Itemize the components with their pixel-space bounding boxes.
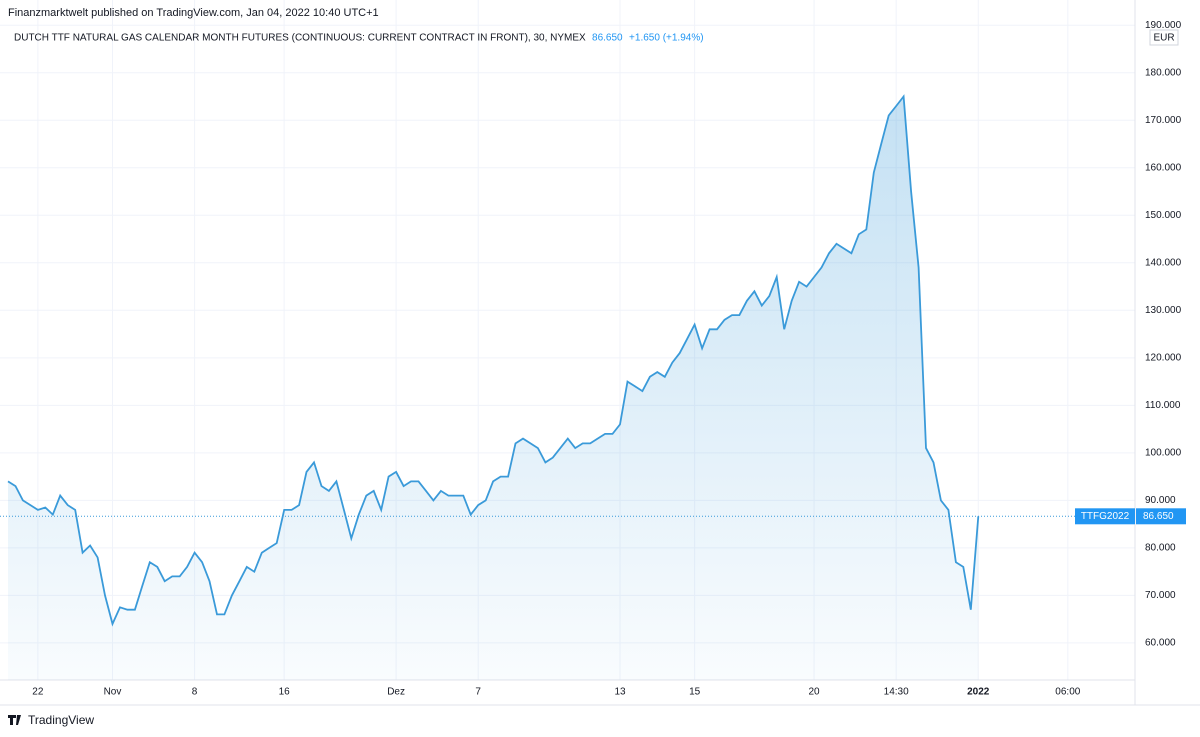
y-tick-label: 100.000 <box>1145 448 1182 459</box>
y-tick-label: 110.000 <box>1145 400 1181 411</box>
x-tick-label: 14:30 <box>884 687 909 698</box>
y-tick-label: 140.000 <box>1145 257 1182 268</box>
currency-box <box>1149 29 1179 46</box>
x-tick-label: Dez <box>387 687 405 698</box>
y-tick-label: 180.000 <box>1145 67 1182 78</box>
currency: EUR <box>1153 33 1174 44</box>
x-tick-label: 15 <box>689 687 701 698</box>
x-tick-label: 16 <box>279 687 291 698</box>
x-tick-label: 8 <box>192 687 198 698</box>
logo <box>8 715 21 725</box>
symbol: DUTCH TTF NATURAL GAS CALENDAR MONTH FUT… <box>14 33 586 44</box>
publisher: Finanzmarktwelt published on TradingView… <box>8 7 379 19</box>
ticker-label: TTFG2022 <box>1081 511 1130 522</box>
x-tick-label: Nov <box>104 687 122 698</box>
y-tick-label: 60.000 <box>1145 638 1176 649</box>
x-tick-label: 7 <box>475 687 481 698</box>
y-tick-label: 190.000 <box>1145 20 1182 31</box>
x-tick-label: 22 <box>32 687 44 698</box>
price-label: 86.650 <box>1143 511 1174 522</box>
x-tick-label: 2022 <box>967 687 990 698</box>
y-tick-label: 170.000 <box>1145 115 1182 126</box>
y-tick-label: 160.000 <box>1145 162 1182 173</box>
ticker-tag <box>1075 508 1135 525</box>
x-tick-label: 06:00 <box>1055 687 1080 698</box>
x-tick-label: 13 <box>614 687 626 698</box>
price: 86.650 <box>592 33 623 44</box>
area <box>8 96 979 680</box>
y-tick-label: 120.000 <box>1145 352 1182 363</box>
x-tick-label: 20 <box>809 687 821 698</box>
brand: TradingView <box>28 713 94 727</box>
line <box>7 94 980 627</box>
y-tick-label: 80.000 <box>1145 543 1176 554</box>
change: +1.650 (+1.94%) <box>629 33 704 44</box>
price-tag <box>1136 508 1186 525</box>
y-tick-label: 130.000 <box>1145 305 1182 316</box>
y-tick-label: 70.000 <box>1145 590 1176 601</box>
y-tick-label: 90.000 <box>1145 495 1176 506</box>
y-tick-label: 150.000 <box>1145 210 1182 221</box>
